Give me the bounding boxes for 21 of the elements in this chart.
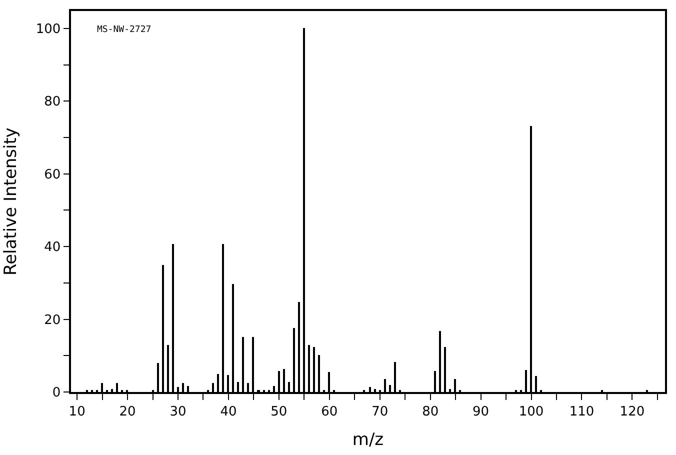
y-tick-label: 0 [52,386,61,401]
x-tick-label: 100 [518,404,544,420]
x-tick-label: 10 [68,404,86,420]
y-tick-label: 80 [44,94,61,110]
x-tick-label: 120 [620,404,645,420]
x-axis-title: m/z [352,430,384,450]
y-tick-label: 100 [36,22,61,37]
x-tick-label: 70 [372,404,388,420]
annotation: MS-NW-2727 [97,25,152,35]
x-tick-label: 80 [422,404,439,420]
x-tick-label: 110 [569,404,594,420]
x-tick-label: 60 [321,404,338,420]
y-tick-label: 60 [44,167,61,182]
x-tick-label: 40 [220,404,237,420]
x-tick-label: 90 [472,404,490,420]
x-tick-label: 50 [270,404,288,420]
y-axis-title: Relative Intensity [0,128,21,276]
x-tick-label: 30 [170,404,186,420]
y-tick-label: 20 [44,312,61,328]
x-tick-label: 20 [119,404,136,420]
y-tick-label: 40 [44,240,61,256]
